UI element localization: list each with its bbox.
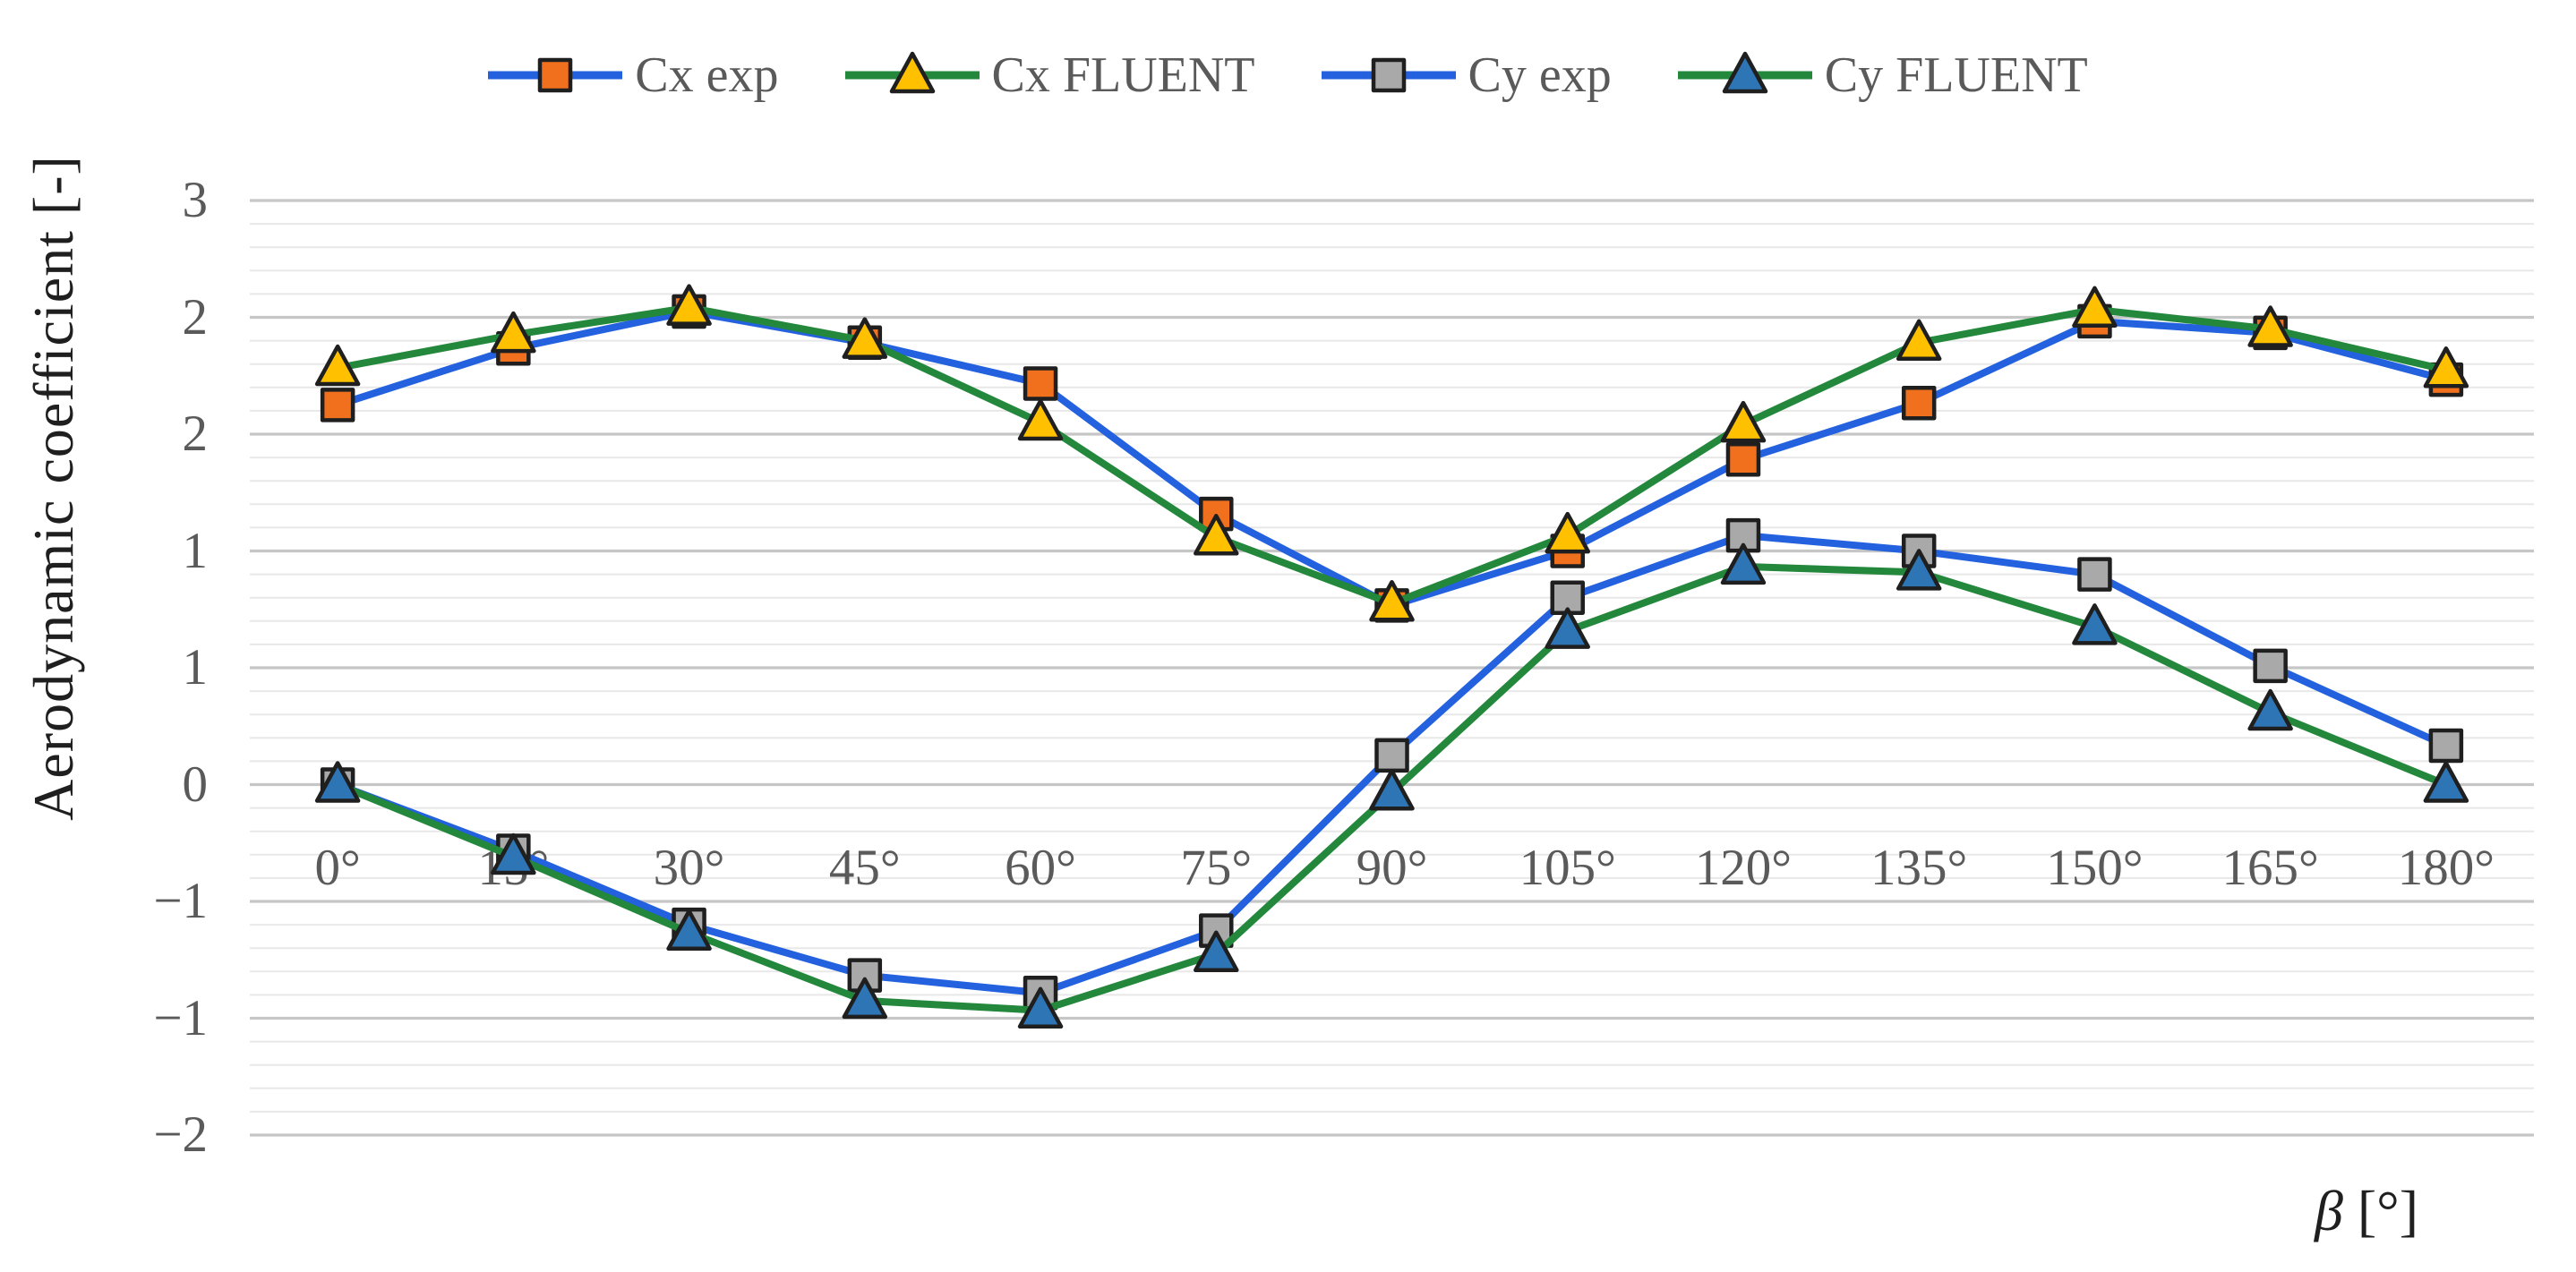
y-tick-label: 2 (182, 288, 209, 346)
unit-bracket: [°] (2342, 1179, 2419, 1242)
series-cy-fluent (314, 542, 2469, 1029)
legend-swatch (488, 57, 623, 93)
triangle-marker (2423, 761, 2469, 803)
triangle-marker (1017, 986, 1064, 1029)
x-tick-label: 75° (1180, 840, 1253, 896)
triangle-marker (1896, 549, 1942, 591)
legend-item-cx-fluent: Cx FLUENT (844, 47, 1255, 104)
beta-symbol: β (2314, 1179, 2343, 1242)
square-marker (2253, 648, 2288, 684)
triangle-marker (2072, 603, 2118, 645)
y-tick-label: 1 (182, 639, 209, 696)
y-tick-label: 0 (182, 756, 209, 813)
x-tick-label: 30° (653, 840, 725, 896)
x-axis-tick-labels: 0°15°30°45°60°75°90°105°120°135°150°165°… (250, 841, 2534, 895)
triangle-marker (491, 311, 536, 354)
series-line (334, 303, 2450, 608)
triangle-marker (1896, 319, 1942, 362)
square-marker (1901, 385, 1937, 421)
legend-label: Cx exp (635, 47, 779, 103)
x-tick-label: 165° (2221, 840, 2319, 896)
square-marker (1374, 738, 1409, 773)
triangle-marker (1720, 542, 1767, 585)
square-marker (2077, 557, 2112, 592)
legend-swatch (844, 51, 980, 94)
x-tick-label: 150° (2046, 840, 2144, 896)
series-cx-exp (320, 294, 2464, 623)
triangle-marker (666, 284, 712, 326)
legend-item-cy-exp: Cy exp (1321, 47, 1612, 104)
x-axis-title: β [°] (2315, 1178, 2418, 1244)
legend-label: Cy exp (1468, 47, 1612, 103)
legend-item-cy-fluent: Cy FLUENT (1677, 47, 2088, 104)
y-tick-label: −1 (153, 873, 208, 929)
x-tick-label: 135° (1870, 840, 1968, 896)
triangle-marker (2247, 688, 2293, 731)
square-marker (1023, 366, 1058, 401)
series-cx-fluent (314, 284, 2469, 622)
series-line (334, 307, 2450, 610)
x-tick-label: 60° (1005, 840, 1076, 896)
x-tick-label: 105° (1519, 840, 1616, 896)
triangle-marker (1194, 514, 1239, 556)
triangle-marker (842, 977, 888, 1020)
triangle-marker (2423, 346, 2469, 388)
square-marker (320, 388, 355, 423)
square-marker (538, 57, 573, 93)
x-tick-label: 180° (2397, 840, 2495, 896)
triangle-marker (2072, 286, 2118, 329)
triangle-marker (1017, 398, 1064, 441)
y-tick-label: 2 (182, 406, 209, 462)
chart-legend: Cx exp Cx FLUENT Cy exp Cy FLUENT (0, 47, 2576, 104)
legend-swatch (1677, 51, 1812, 94)
square-marker (1371, 57, 1406, 93)
triangle-marker (1545, 511, 1590, 554)
triangle-marker (1369, 768, 1415, 811)
triangle-marker (2247, 305, 2293, 347)
triangle-marker (1720, 400, 1767, 443)
legend-swatch (1321, 57, 1456, 93)
triangle-marker (842, 317, 888, 359)
legend-label: Cx FLUENT (991, 47, 1255, 103)
y-tick-label: 3 (182, 172, 209, 228)
y-axis-tick-labels: 3 2 2 1 1 0 −1 −1 −2 (0, 0, 217, 1272)
triangle-marker (491, 832, 536, 875)
square-marker (1725, 442, 1761, 477)
triangle-marker (1369, 579, 1415, 622)
y-tick-label: 1 (182, 522, 209, 579)
x-tick-label: 0° (314, 840, 361, 896)
square-marker (2428, 728, 2464, 764)
data-series-layer (314, 284, 2469, 1029)
triangle-marker (314, 344, 361, 387)
triangle-marker (314, 761, 361, 803)
triangle-marker (889, 51, 935, 94)
triangle-marker (1194, 930, 1239, 972)
x-tick-label: 90° (1356, 840, 1428, 896)
x-tick-label: 45° (828, 840, 901, 896)
legend-label: Cy FLUENT (1824, 47, 2088, 103)
plot-area: 0°15°30°45°60°75°90°105°120°135°150°165°… (250, 199, 2534, 1137)
triangle-marker (666, 909, 712, 952)
x-tick-label: 120° (1694, 840, 1793, 896)
legend-item-cx-exp: Cx exp (488, 47, 779, 104)
y-tick-label: −2 (153, 1106, 208, 1163)
triangle-marker (1722, 51, 1767, 94)
y-tick-label: −1 (153, 989, 208, 1046)
triangle-marker (1545, 607, 1590, 649)
